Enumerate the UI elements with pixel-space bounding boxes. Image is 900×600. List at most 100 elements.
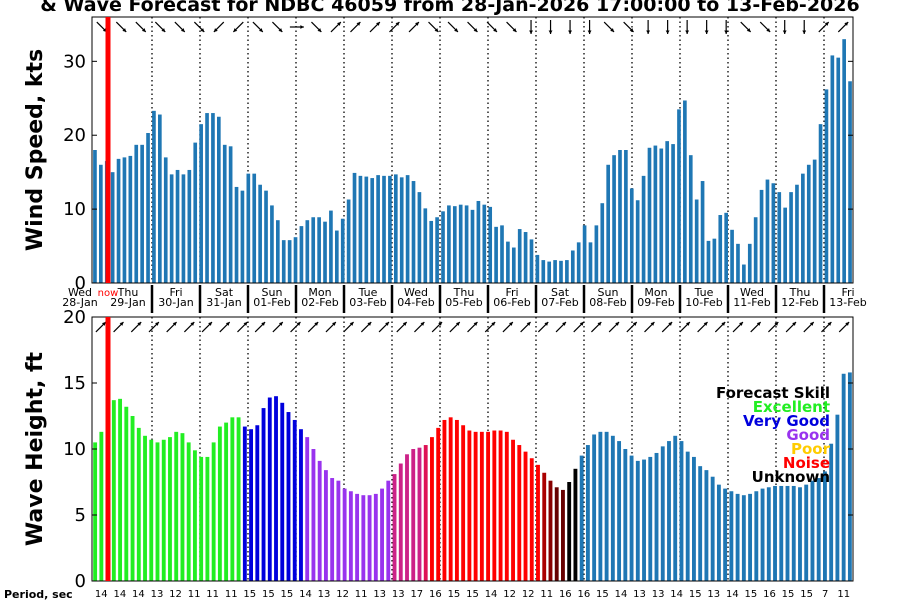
data-bar	[698, 466, 703, 581]
direction-arrow	[154, 21, 166, 33]
data-bar	[152, 110, 156, 283]
data-bar	[742, 264, 746, 283]
data-bar	[683, 100, 687, 284]
data-bar	[187, 169, 192, 283]
data-bar	[629, 188, 634, 283]
data-bar	[479, 431, 484, 581]
data-bar	[270, 205, 274, 283]
direction-arrow	[555, 321, 567, 333]
date-label: 03-Feb	[349, 296, 386, 309]
arrow-head	[512, 28, 517, 32]
data-bar	[810, 480, 815, 581]
direction-arrow	[447, 21, 459, 33]
direction-arrow	[213, 21, 225, 33]
direction-arrow	[183, 321, 195, 333]
data-bar	[348, 491, 353, 581]
plot-frame	[91, 16, 854, 284]
direction-arrow	[396, 321, 408, 333]
data-bar	[592, 434, 597, 581]
data-bar	[688, 155, 693, 283]
direction-arrow	[290, 321, 301, 333]
day-of-week-label: Tue	[694, 286, 714, 299]
data-bar	[423, 208, 428, 283]
data-bar	[585, 445, 590, 581]
date-label: 29-Jan	[110, 296, 146, 309]
direction-arrow	[661, 321, 673, 333]
y-axis-label: Wind Speed, kts	[23, 49, 48, 251]
data-bar	[806, 164, 811, 283]
day-of-week-label: Sun	[262, 286, 283, 299]
period-tick: 12	[169, 589, 182, 600]
direction-arrow	[537, 321, 549, 333]
data-bar	[791, 485, 796, 581]
data-bar	[823, 471, 827, 581]
data-bar	[671, 144, 675, 283]
data-bar	[848, 81, 852, 283]
data-bar	[795, 184, 799, 283]
data-bar	[506, 241, 510, 283]
arrow-head	[809, 322, 814, 326]
data-bar	[654, 452, 659, 581]
period-label: Period, sec	[4, 588, 73, 600]
period-tick: 16	[763, 589, 776, 600]
data-bar	[642, 459, 646, 581]
date-label: 04-Feb	[397, 296, 434, 309]
day-of-week-label: Wed	[68, 286, 92, 299]
arrow-head	[739, 322, 743, 326]
direction-arrow	[95, 321, 107, 333]
arrow-head	[332, 322, 336, 326]
data-bar	[311, 217, 316, 283]
period-tick: 7	[822, 589, 828, 600]
data-bar	[582, 225, 587, 283]
direction-arrow	[135, 21, 147, 33]
data-bar	[267, 397, 272, 581]
data-bar	[261, 408, 266, 581]
direction-arrow	[665, 20, 670, 34]
period-tick: 13	[707, 589, 720, 600]
data-bar	[299, 429, 303, 581]
data-bar	[149, 439, 154, 581]
data-bar	[286, 412, 291, 581]
day-of-week-label: Thu	[117, 286, 139, 299]
period-tick: 13	[373, 589, 386, 600]
arrow-head	[119, 322, 124, 326]
data-bar	[136, 427, 141, 581]
data-bar	[199, 124, 203, 283]
data-bar	[494, 226, 498, 283]
data-bar	[398, 463, 403, 581]
data-bar	[340, 218, 345, 283]
direction-arrow	[818, 21, 830, 33]
data-bar	[617, 441, 622, 581]
arrow-head	[243, 322, 248, 326]
period-tick: 11	[225, 589, 238, 600]
data-bar	[771, 183, 776, 283]
data-bar	[511, 247, 516, 283]
arrow-head	[703, 322, 708, 326]
arrow-head	[473, 322, 478, 326]
data-bar	[766, 487, 771, 581]
direction-arrow	[803, 321, 815, 333]
data-bar	[730, 229, 734, 283]
arrow-head	[317, 28, 322, 32]
data-bar	[205, 113, 209, 283]
data-bar	[710, 476, 715, 581]
data-bar	[464, 205, 469, 283]
direction-arrow	[408, 21, 420, 33]
data-bar	[205, 456, 210, 581]
arrow-head	[395, 22, 400, 26]
arrow-head	[261, 322, 266, 326]
day-of-week-label: Tue	[358, 286, 378, 299]
day-of-week-label: Sat	[215, 286, 234, 299]
data-bar	[417, 447, 422, 581]
direction-arrow	[350, 21, 361, 33]
direction-arrow	[467, 321, 478, 333]
direction-arrow	[431, 321, 443, 333]
y-tick-label: 20	[63, 307, 86, 328]
direction-arrow	[685, 20, 690, 34]
direction-arrow	[548, 20, 553, 34]
data-bar	[430, 437, 434, 581]
data-bar	[222, 144, 227, 283]
data-bar	[777, 192, 782, 283]
period-tick: 15	[596, 589, 609, 600]
data-bar	[747, 243, 752, 283]
